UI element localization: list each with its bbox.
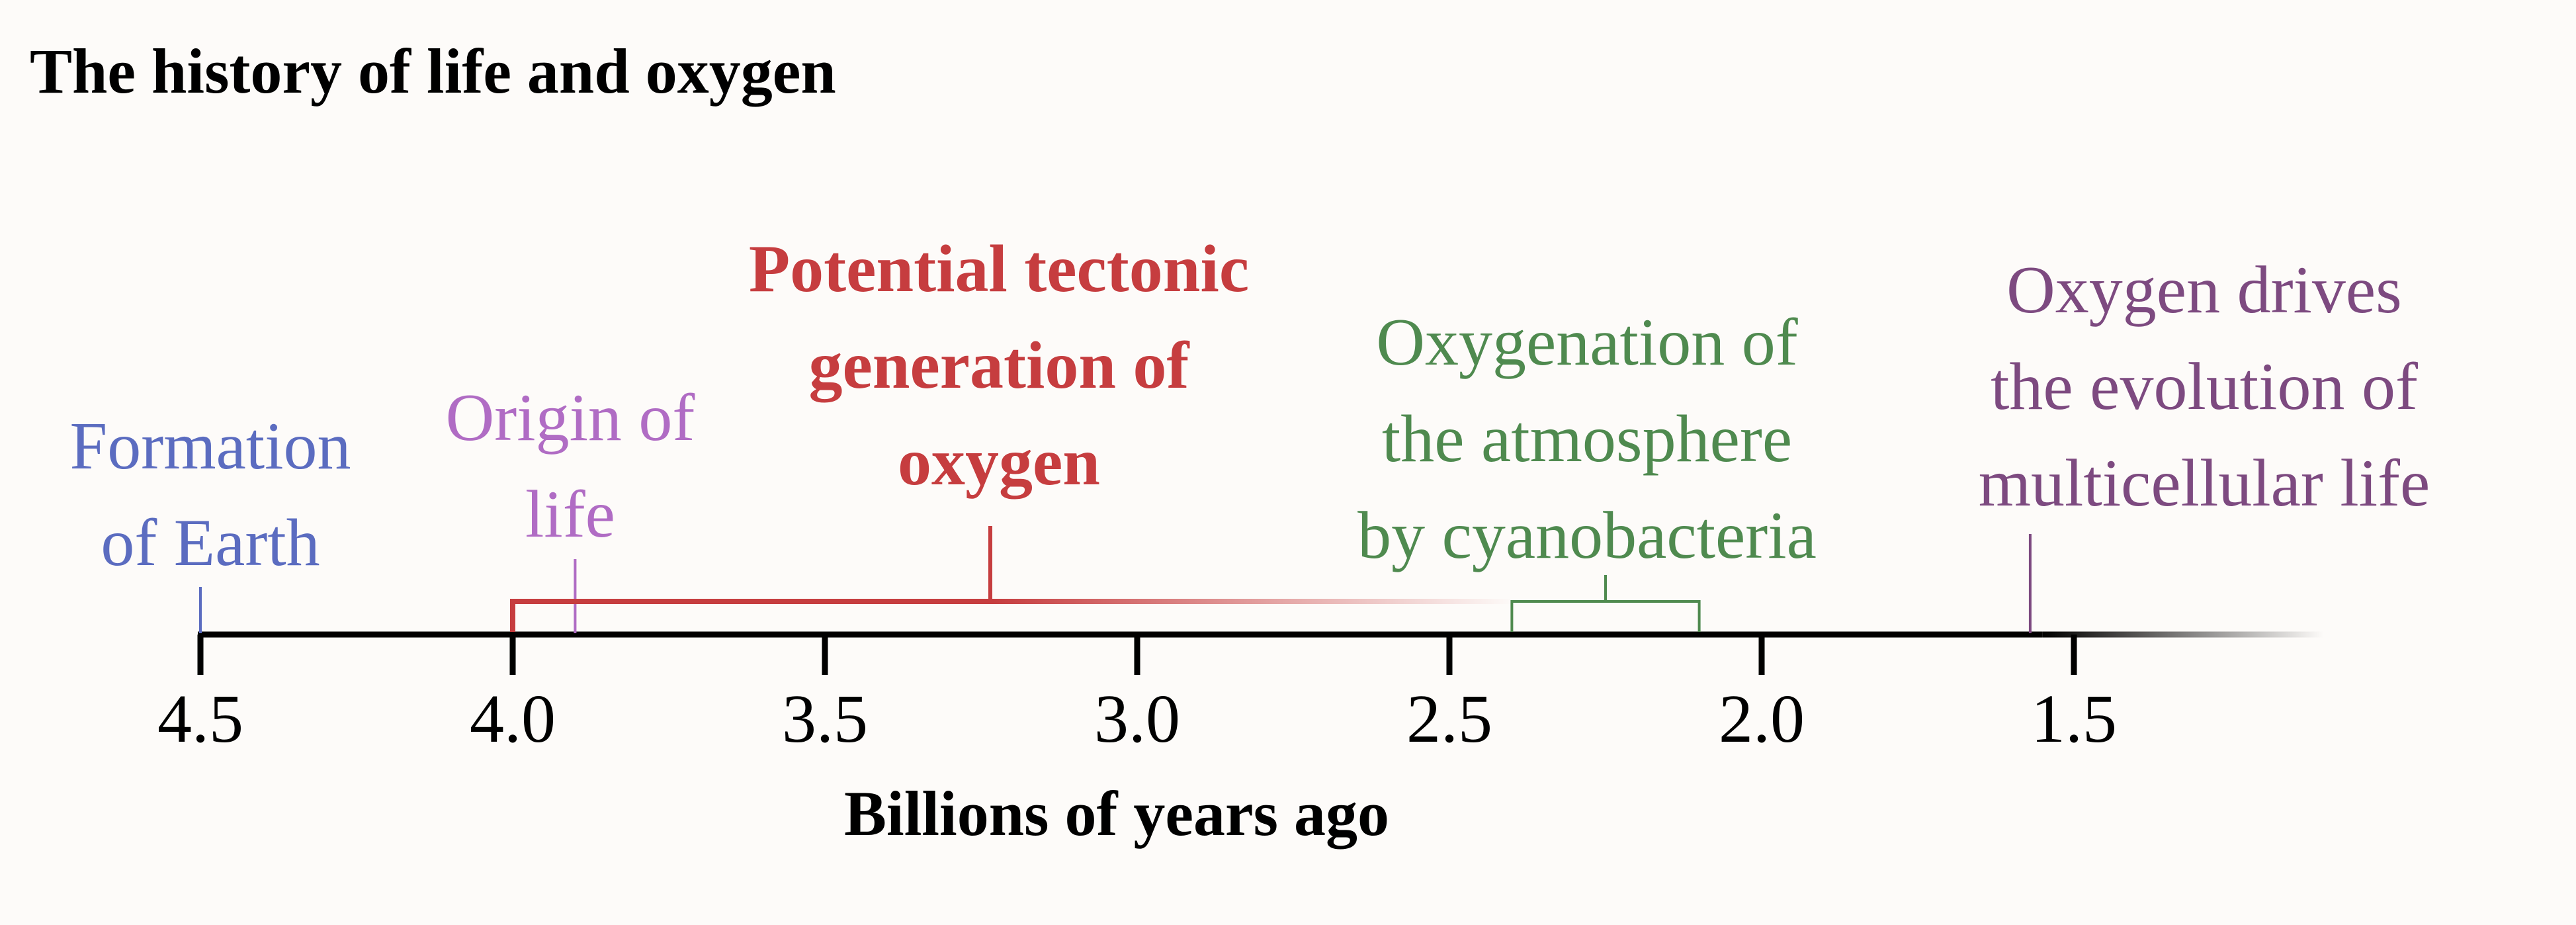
event-tectonic-oxygen: Potential tectonic generation of oxygen <box>510 232 1512 632</box>
tick-label: 4.0 <box>470 681 556 757</box>
time-axis: 4.5 4.0 3.5 3.0 2.5 2.0 1.5 <box>157 631 2324 757</box>
event-label-line: life <box>525 477 615 552</box>
event-label-line: the evolution of <box>1991 349 2418 424</box>
event-atmosphere-oxygenation: Oxygenation of the atmosphere by cyanobact… <box>1357 305 1817 632</box>
event-label-line: Formation <box>70 409 351 484</box>
tick-label: 1.5 <box>2031 681 2117 757</box>
bracket <box>510 599 990 632</box>
event-label-line: multicellular life <box>1979 446 2430 521</box>
event-formation-of-earth: Formation of Earth <box>70 409 351 633</box>
event-label-line: Oxygen drives <box>2006 253 2402 328</box>
event-origin-of-life: Origin of life <box>446 380 695 633</box>
event-label-line: Origin of <box>446 380 695 455</box>
event-multicellular-life: Oxygen drives the evolution of multicellul… <box>1979 253 2430 633</box>
event-label-line: generation of <box>808 328 1189 403</box>
event-label-line: by cyanobacteria <box>1357 498 1817 573</box>
tick-label: 2.5 <box>1406 681 1492 757</box>
tick-label: 2.0 <box>1719 681 1805 757</box>
event-label-line: Potential tectonic <box>749 232 1249 306</box>
diagram-title: The history of life and oxygen <box>30 36 836 107</box>
tick-label: 3.5 <box>782 681 868 757</box>
tick-label: 3.0 <box>1094 681 1180 757</box>
axis-fade <box>2042 631 2324 638</box>
axis-label: Billions of years ago <box>844 778 1389 849</box>
event-label-line: Oxygenation of <box>1376 305 1797 380</box>
event-label-line: the atmosphere <box>1382 402 1792 476</box>
event-label-line: of Earth <box>101 506 320 580</box>
tick-label: 4.5 <box>157 681 243 757</box>
event-label-line: oxygen <box>898 425 1100 500</box>
bracket-fade <box>990 599 1512 604</box>
